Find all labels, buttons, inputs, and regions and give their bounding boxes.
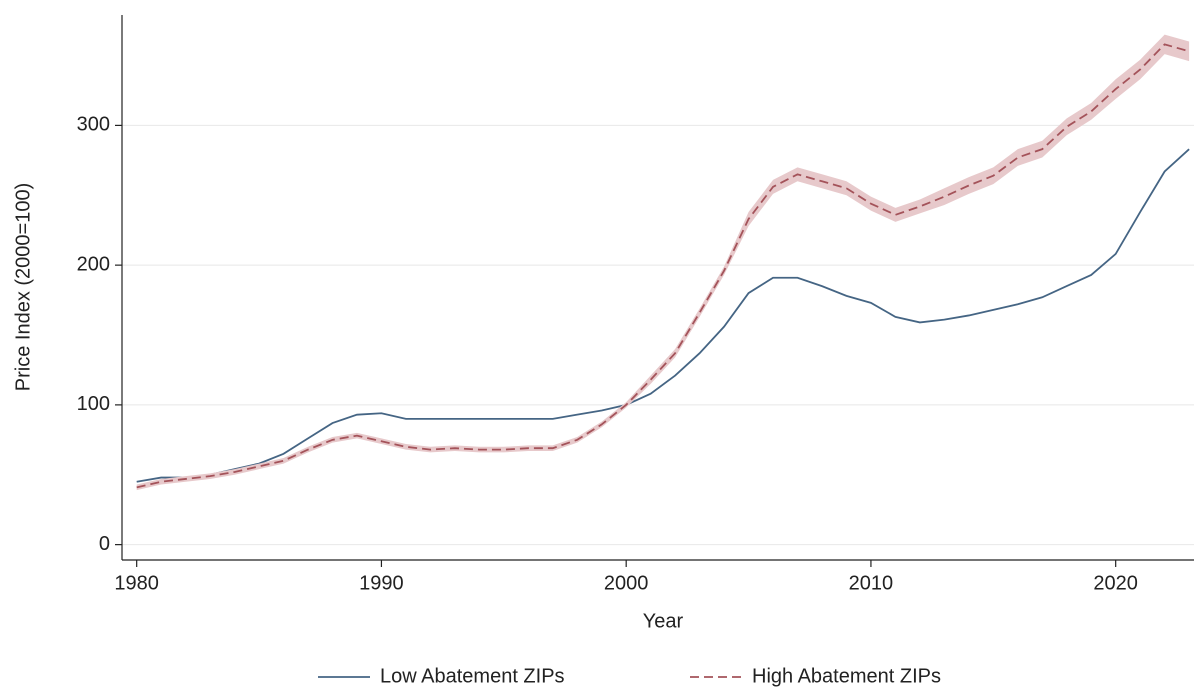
y-tick-label: 0 xyxy=(99,533,110,555)
x-axis-title: Year xyxy=(643,610,684,632)
y-axis-title: Price Index (2000=100) xyxy=(12,183,34,391)
y-tick-label: 300 xyxy=(77,114,110,136)
series-line xyxy=(136,148,1190,483)
confidence-band xyxy=(136,34,1190,491)
y-tick-label: 200 xyxy=(77,253,110,275)
series-line xyxy=(136,43,1190,489)
x-tick-label: 2020 xyxy=(1093,572,1138,594)
legend-label: Low Abatement ZIPs xyxy=(380,665,565,687)
x-tick-label: 2010 xyxy=(849,572,894,594)
y-tick-label: 100 xyxy=(77,393,110,415)
legend-label: High Abatement ZIPs xyxy=(752,665,941,687)
x-tick-label: 1980 xyxy=(114,572,159,594)
x-tick-label: 1990 xyxy=(359,572,404,594)
x-tick-label: 2000 xyxy=(604,572,649,594)
